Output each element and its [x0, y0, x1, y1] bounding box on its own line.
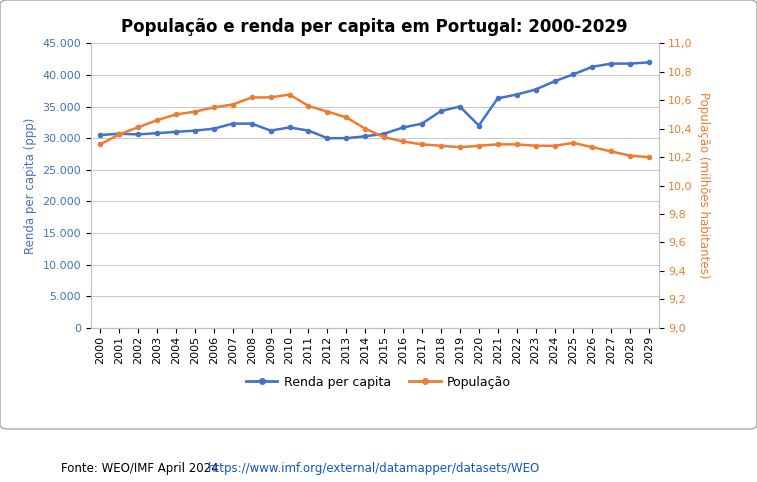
População: [436, 143, 445, 148]
População: [152, 117, 161, 123]
População: [190, 109, 199, 115]
Renda per capita: [152, 130, 161, 136]
Renda per capita: [133, 132, 142, 137]
População: [531, 143, 540, 148]
População: [550, 143, 559, 148]
Legend: Renda per capita, População: Renda per capita, População: [241, 371, 516, 394]
Y-axis label: População (milhões habitantes): População (milhões habitantes): [696, 93, 709, 279]
Text: https://www.imf.org/external/datamapper/datasets/WEO: https://www.imf.org/external/datamapper/…: [208, 462, 540, 475]
População: [266, 94, 275, 100]
Renda per capita: [569, 71, 578, 77]
Line: Renda per capita: Renda per capita: [98, 60, 651, 140]
Renda per capita: [266, 128, 275, 134]
Renda per capita: [171, 129, 180, 135]
População: [606, 148, 615, 154]
Renda per capita: [493, 95, 502, 101]
Renda per capita: [114, 131, 123, 136]
Renda per capita: [436, 108, 445, 114]
População: [474, 143, 483, 148]
Y-axis label: Renda per capita (ppp): Renda per capita (ppp): [23, 118, 37, 254]
Renda per capita: [512, 92, 521, 97]
Renda per capita: [606, 61, 615, 67]
Renda per capita: [190, 128, 199, 134]
Renda per capita: [360, 134, 369, 139]
População: [569, 140, 578, 146]
Renda per capita: [209, 126, 218, 132]
População: [512, 141, 521, 147]
Renda per capita: [625, 61, 634, 67]
Renda per capita: [322, 135, 332, 141]
População: [455, 144, 464, 150]
População: [95, 141, 104, 147]
Renda per capita: [587, 64, 597, 70]
População: [379, 134, 388, 140]
Renda per capita: [398, 124, 407, 130]
Renda per capita: [417, 121, 426, 127]
População: [171, 112, 180, 118]
Renda per capita: [379, 131, 388, 136]
População: [493, 141, 502, 147]
População: [341, 114, 350, 120]
Line: População: População: [98, 93, 651, 159]
População: [644, 154, 653, 160]
População: [247, 94, 256, 100]
Renda per capita: [341, 135, 350, 141]
Renda per capita: [95, 132, 104, 138]
Renda per capita: [550, 79, 559, 84]
População: [398, 139, 407, 145]
População: [360, 126, 369, 132]
Renda per capita: [247, 121, 256, 127]
Renda per capita: [228, 121, 237, 127]
População: [114, 132, 123, 137]
Renda per capita: [474, 122, 483, 128]
Text: Fonte: WEO/IMF April 2024: Fonte: WEO/IMF April 2024: [61, 462, 222, 475]
População: [587, 144, 597, 150]
População: [322, 109, 332, 115]
Renda per capita: [285, 124, 294, 130]
População: [209, 105, 218, 110]
População: [133, 124, 142, 130]
Renda per capita: [531, 87, 540, 93]
Renda per capita: [304, 128, 313, 134]
Renda per capita: [644, 59, 653, 65]
População: [304, 103, 313, 109]
Renda per capita: [455, 104, 464, 109]
População: [417, 141, 426, 147]
População: [625, 153, 634, 159]
População: [228, 102, 237, 107]
População: [285, 92, 294, 97]
Title: População e renda per capita em Portugal: 2000-2029: População e renda per capita em Portugal…: [121, 18, 628, 36]
